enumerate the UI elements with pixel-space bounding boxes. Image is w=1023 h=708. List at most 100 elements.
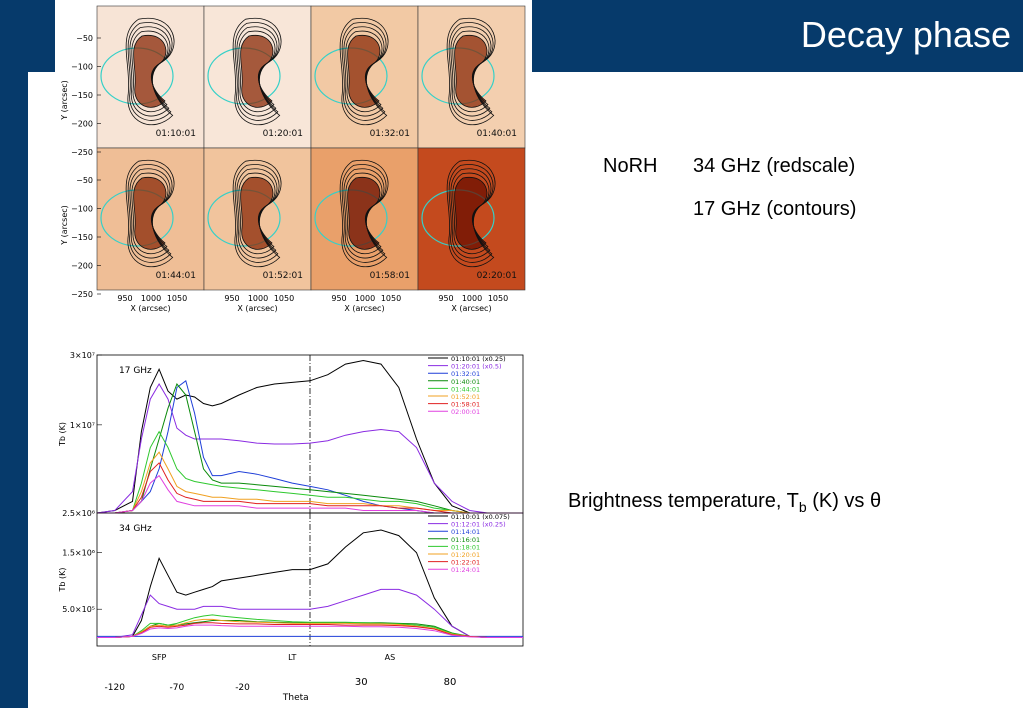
legend-entry: 01:20:01: [451, 551, 480, 559]
panel-17ghz: 17 GHz 3×10⁷ 1×10⁷ 2.5×10⁶ Tb (K) 01:10:01 (x…: [58, 351, 524, 518]
x-axis-label: X (arcsec): [344, 304, 384, 313]
x-tick-label: 1050: [381, 294, 401, 303]
y-axis-label: Tb (K): [58, 568, 67, 593]
x-axis-label: X (arcsec): [237, 304, 277, 313]
contour-line: [133, 176, 167, 250]
source-core: [240, 177, 273, 250]
x-axis-label: X (arcsec): [130, 304, 170, 313]
x-tick-label: 1000: [462, 294, 482, 303]
series-line: [96, 383, 523, 514]
contour-line: [234, 164, 280, 263]
image-panel: 01:44:01: [96, 147, 205, 291]
legend-entry: 01:14:01: [451, 528, 480, 536]
panel-time: 01:44:01: [156, 271, 196, 281]
left-band: [0, 0, 28, 708]
panel-34ghz: 34 GHz 1.5×10⁶ 5.0×10⁵ Tb (K) 01:10:01 (x0.0…: [58, 512, 524, 647]
source-core: [133, 35, 166, 108]
panel-time: 02:20:01: [477, 271, 517, 281]
y-tick-label: 1×10⁷: [70, 421, 95, 430]
contour-line: [341, 22, 387, 121]
contour-line: [129, 168, 171, 259]
legend-entry: 01:10:01 (x0.075): [451, 513, 510, 521]
contour-line: [446, 159, 496, 268]
series-line: [97, 614, 523, 638]
contour-line: [343, 168, 385, 259]
source-core: [133, 177, 166, 250]
contour-line: [127, 22, 173, 121]
legend-entry: 02:00:01: [451, 408, 480, 416]
series-line: [97, 529, 523, 638]
image-ylabel-top: Y (arcsec): [60, 80, 69, 121]
x-tick-label: 30: [355, 677, 368, 688]
image-panel: 02:20:01: [417, 147, 526, 291]
region-label: AS: [385, 653, 396, 662]
legend-entry: 01:44:01: [451, 385, 480, 393]
panel-layer: 01:10:01 01:20:01 01:32:01 01:40:01 01:44:01…: [96, 5, 526, 291]
panel-time: 01:10:01: [156, 129, 196, 139]
series-line: [96, 359, 523, 514]
contour-line: [454, 176, 488, 250]
caption-sub: b: [798, 499, 807, 515]
contour-line: [236, 168, 278, 259]
x-tick-label: 950: [438, 294, 453, 303]
legend-entry: 01:16:01: [451, 536, 480, 544]
caption-tail: (K) vs θ: [806, 490, 882, 512]
y-tick-label: −100: [71, 63, 93, 72]
panel-time: 01:20:01: [263, 129, 303, 139]
panel-time: 01:32:01: [370, 129, 410, 139]
x-tick-label: 1000: [141, 294, 161, 303]
legend-entry: 01:10:01 (x0.25): [451, 355, 506, 363]
contour-line: [454, 34, 488, 108]
tb-profile-chart: 17 GHz 3×10⁷ 1×10⁷ 2.5×10⁶ Tb (K) 01:10:01 (x…: [58, 351, 524, 703]
legend-entry: 01:22:01: [451, 559, 480, 567]
contour-line: [347, 176, 381, 250]
contour-line: [452, 30, 490, 113]
contour-line: [450, 26, 492, 117]
contour-line: [238, 30, 276, 113]
contour-line: [131, 30, 169, 113]
contour-line: [129, 26, 171, 117]
x-tick-label: 950: [331, 294, 346, 303]
series-line: [97, 430, 523, 514]
x-tick-label: 1000: [355, 294, 375, 303]
region-label: SFP: [152, 653, 167, 662]
image-panel: 01:32:01: [310, 5, 419, 149]
slide-title: Decay phase: [800, 14, 1011, 55]
contour-line: [232, 159, 282, 268]
contour-line: [236, 26, 278, 117]
contour-line: [448, 164, 494, 263]
caption-main: Brightness temperature, T: [568, 490, 799, 512]
x-tick-label: 1050: [274, 294, 294, 303]
panel-time: 01:40:01: [477, 129, 517, 139]
image-yticks: −50 −100 −150 −200 −250 −50 −100 −150 −200 −250: [71, 34, 101, 299]
contour-line: [240, 176, 274, 250]
frequency-label: 34 GHz: [119, 524, 152, 534]
y-tick-label: 5.0×10⁵: [62, 605, 95, 614]
y-tick-label: 1.5×10⁶: [62, 549, 95, 558]
contour-line: [339, 17, 389, 126]
contour-line: [240, 34, 274, 108]
contour-line: [131, 172, 169, 255]
contour-line: [446, 17, 496, 126]
image-ylabel-bottom: Y (arcsec): [60, 205, 69, 246]
y-tick-label: −50: [76, 34, 93, 43]
norh-label: NoRH: [603, 155, 658, 177]
legend-entry: 01:32:01: [451, 370, 480, 378]
y-tick-label: −250: [71, 290, 93, 299]
x-tick-label: 1050: [488, 294, 508, 303]
legend-entry: 01:24:01: [451, 566, 480, 574]
y-tick-label: −100: [71, 205, 93, 214]
image-panel: 01:20:01: [203, 5, 312, 149]
legend-entry: 01:52:01: [451, 393, 480, 401]
image-panel: 01:10:01: [96, 5, 205, 149]
y-tick-label: −250: [71, 148, 93, 157]
contours-label: 17 GHz (contours): [693, 198, 857, 220]
series-line: [97, 462, 523, 514]
x-tick-label: -20: [235, 683, 250, 693]
contour-line: [234, 22, 280, 121]
image-panel: 01:58:01: [310, 147, 419, 291]
x-tick-label: 1050: [167, 294, 187, 303]
y-tick-label: −200: [71, 262, 93, 271]
series-line: [97, 622, 523, 638]
region-label: LT: [288, 653, 296, 662]
